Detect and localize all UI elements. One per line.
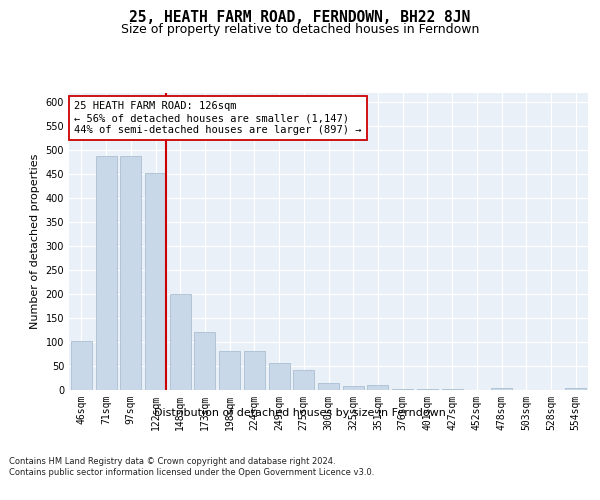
Bar — [194, 332, 215, 390]
Bar — [565, 388, 586, 390]
Bar — [95, 156, 116, 390]
Bar — [120, 156, 141, 390]
Bar — [442, 388, 463, 390]
Bar — [392, 388, 413, 390]
Text: Distribution of detached houses by size in Ferndown: Distribution of detached houses by size … — [154, 408, 446, 418]
Bar — [145, 172, 166, 390]
Bar — [367, 384, 388, 390]
Bar — [269, 362, 290, 390]
Bar — [343, 386, 364, 390]
Bar — [491, 388, 512, 390]
Bar — [244, 350, 265, 390]
Bar — [417, 388, 438, 390]
Y-axis label: Number of detached properties: Number of detached properties — [30, 154, 40, 329]
Bar — [293, 370, 314, 390]
Bar — [170, 294, 191, 390]
Bar — [71, 340, 92, 390]
Bar — [318, 383, 339, 390]
Text: 25, HEATH FARM ROAD, FERNDOWN, BH22 8JN: 25, HEATH FARM ROAD, FERNDOWN, BH22 8JN — [130, 10, 470, 25]
Bar — [219, 350, 240, 390]
Text: Contains HM Land Registry data © Crown copyright and database right 2024.
Contai: Contains HM Land Registry data © Crown c… — [9, 458, 374, 477]
Text: Size of property relative to detached houses in Ferndown: Size of property relative to detached ho… — [121, 22, 479, 36]
Text: 25 HEATH FARM ROAD: 126sqm
← 56% of detached houses are smaller (1,147)
44% of s: 25 HEATH FARM ROAD: 126sqm ← 56% of deta… — [74, 102, 362, 134]
